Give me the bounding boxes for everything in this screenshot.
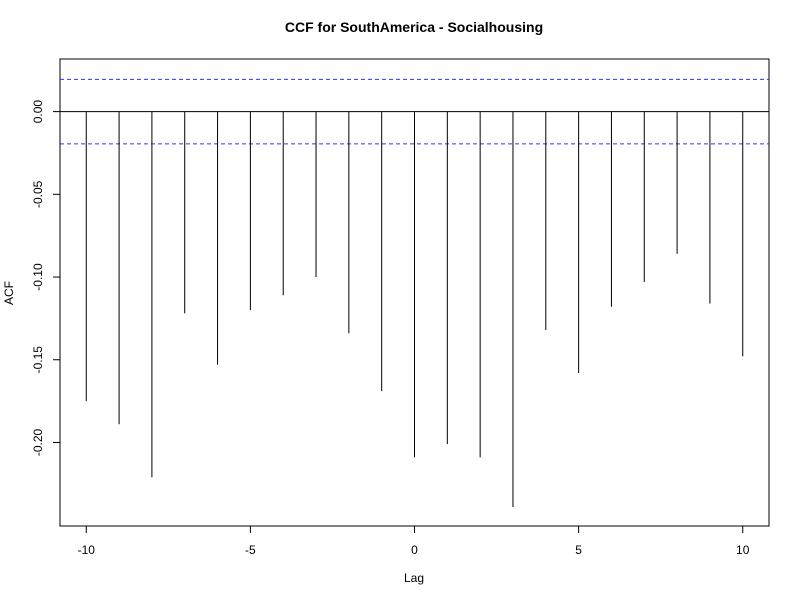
x-tick-label: 0 — [411, 543, 418, 557]
y-axis: 0.00 -0.05 -0.10 -0.15 -0.20 — [31, 100, 61, 456]
y-tick-label: -0.05 — [31, 180, 45, 208]
chart-title: CCF for SouthAmerica - Socialhousing — [285, 19, 543, 35]
confidence-bounds — [60, 78, 769, 145]
y-axis-label: ACF — [2, 281, 16, 305]
x-axis-label: Lag — [404, 571, 424, 585]
y-tick-label: -0.20 — [31, 428, 45, 456]
y-tick-label: -0.15 — [31, 346, 45, 374]
x-axis: -10 -5 0 5 10 — [78, 525, 750, 557]
acf-lag-lines — [85, 111, 744, 507]
x-tick-label: -10 — [78, 543, 96, 557]
x-tick-label: 10 — [736, 543, 750, 557]
x-tick-label: -5 — [245, 543, 256, 557]
y-tick-label: -0.10 — [31, 263, 45, 291]
x-tick-label: 5 — [575, 543, 582, 557]
y-tick-label: 0.00 — [31, 100, 45, 124]
